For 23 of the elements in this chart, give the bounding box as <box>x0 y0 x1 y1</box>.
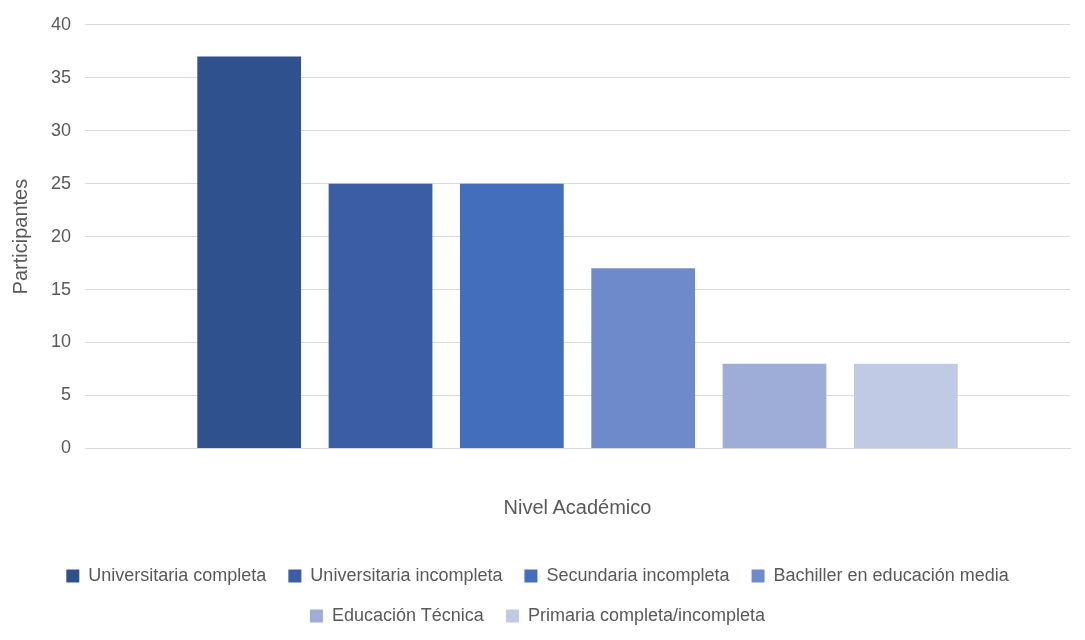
y-tick-label: 10 <box>50 331 72 352</box>
y-tick-label: 0 <box>61 437 72 458</box>
y-tick-label: 5 <box>61 384 72 405</box>
bar <box>853 363 958 448</box>
bar <box>722 363 827 448</box>
bar <box>459 183 564 448</box>
bar <box>591 268 696 448</box>
bar <box>328 183 433 448</box>
y-tick-label: 35 <box>50 66 72 87</box>
legend-label: Bachiller en educación media <box>773 564 1010 585</box>
legend-label: Secundaria incompleta <box>546 564 731 585</box>
y-tick-label: 40 <box>50 13 72 34</box>
y-tick-label: 15 <box>50 278 72 299</box>
y-tick-label: 25 <box>50 172 72 193</box>
legend-label: Universitaria completa <box>88 564 268 585</box>
legend-label: Primaria completa/incompleta <box>528 604 767 625</box>
y-axis-title: Participantes <box>8 178 31 295</box>
legend-label: Educación Técnica <box>331 604 485 625</box>
y-tick-label: 30 <box>50 119 72 140</box>
x-axis-title: Nivel Académico <box>503 495 652 518</box>
bar <box>197 56 302 448</box>
legend-label: Universitaria incompleta <box>310 564 504 585</box>
y-tick-label: 20 <box>50 225 72 246</box>
